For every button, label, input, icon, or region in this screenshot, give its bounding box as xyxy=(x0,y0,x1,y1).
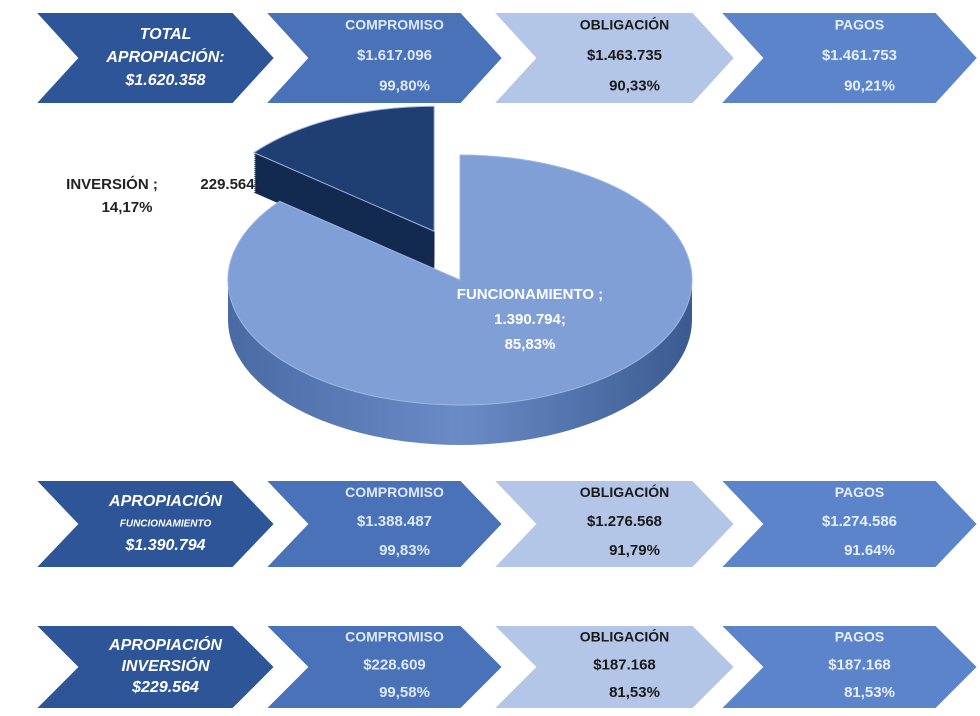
lead-text: $229.564 xyxy=(131,679,199,696)
lead-text: $1.390.794 xyxy=(124,537,205,554)
step-amount: $187.168 xyxy=(828,656,891,673)
step-percent: 81,53% xyxy=(609,684,660,701)
step-label: COMPROMISO xyxy=(345,628,444,644)
lead-text: APROPIACIÓN: xyxy=(105,47,224,66)
pie-slice xyxy=(227,154,693,406)
step-percent: 90,33% xyxy=(609,77,660,94)
step-label: PAGOS xyxy=(835,17,885,33)
step-amount: $1.461.753 xyxy=(822,47,897,64)
step-amount: $1.274.586 xyxy=(822,513,897,530)
pie-label-value: 229.564; xyxy=(200,176,259,193)
step-label: OBLIGACIÓN xyxy=(580,16,669,33)
step-amount: $1.388.487 xyxy=(357,513,432,530)
step-percent: 91.64% xyxy=(844,542,895,559)
step-amount: $187.168 xyxy=(593,656,656,673)
step-percent: 91,79% xyxy=(609,542,660,559)
step-label: OBLIGACIÓN xyxy=(580,483,669,500)
chevron xyxy=(262,11,505,105)
pie-label-name: INVERSIÓN ; xyxy=(66,175,158,193)
chevron xyxy=(717,479,980,569)
chevron xyxy=(262,479,505,569)
step-label: PAGOS xyxy=(835,628,885,644)
chevron xyxy=(490,11,737,105)
step-percent: 99,80% xyxy=(379,77,430,94)
step-percent: 99,58% xyxy=(379,684,430,701)
step-label: COMPROMISO xyxy=(345,17,444,33)
chevron xyxy=(262,624,505,710)
pie-label: 85,83% xyxy=(505,336,556,353)
step-amount: $1.463.735 xyxy=(587,47,662,64)
chevron xyxy=(32,479,277,569)
pie-slice xyxy=(252,105,435,233)
pie-side xyxy=(228,280,692,445)
step-amount: $1.617.096 xyxy=(357,47,432,64)
step-amount: $1.276.568 xyxy=(587,513,662,530)
lead-text: INVERSIÓN xyxy=(121,656,209,675)
step-label: PAGOS xyxy=(835,484,885,500)
chevron xyxy=(490,624,737,710)
step-percent: 81,53% xyxy=(844,684,895,701)
chevron xyxy=(490,479,737,569)
step-label: COMPROMISO xyxy=(345,484,444,500)
step-amount: $228.609 xyxy=(363,656,426,673)
step-percent: 99,83% xyxy=(379,542,430,559)
pie-label: FUNCIONAMIENTO ; xyxy=(457,286,603,303)
chevron xyxy=(32,624,277,710)
pie-label-percent: 14,17% xyxy=(102,199,153,216)
chevron xyxy=(717,624,980,710)
lead-text: APROPIACIÓN xyxy=(108,635,222,654)
chevron xyxy=(32,11,277,105)
step-label: OBLIGACIÓN xyxy=(580,627,669,644)
chevron xyxy=(717,11,980,105)
lead-text: FUNCIONAMIENTO xyxy=(120,519,212,530)
lead-text: $1.620.358 xyxy=(124,72,205,89)
pie-label: 1.390.794; xyxy=(494,311,566,328)
lead-text: APROPIACIÓN xyxy=(108,491,222,510)
lead-text: TOTAL xyxy=(140,26,192,43)
step-percent: 90,21% xyxy=(844,77,895,94)
